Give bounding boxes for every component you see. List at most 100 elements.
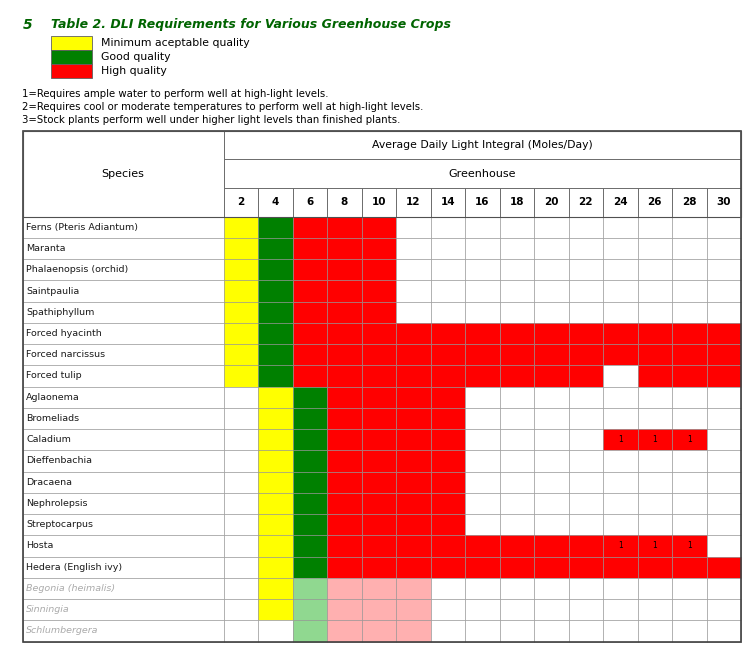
Bar xyxy=(465,620,500,642)
Bar xyxy=(362,302,396,323)
Bar xyxy=(396,620,430,642)
Bar xyxy=(672,429,706,450)
Bar xyxy=(430,578,465,599)
Text: Table 2. DLI Requirements for Various Greenhouse Crops: Table 2. DLI Requirements for Various Gr… xyxy=(51,18,451,31)
Text: High quality: High quality xyxy=(101,66,167,76)
Bar xyxy=(672,599,706,620)
Bar xyxy=(706,535,741,557)
Bar xyxy=(603,365,638,387)
Bar xyxy=(568,344,603,365)
Text: Sinningia: Sinningia xyxy=(26,605,70,614)
Bar xyxy=(396,259,430,281)
Text: 18: 18 xyxy=(509,198,524,207)
Bar xyxy=(327,365,362,387)
Bar xyxy=(258,472,292,493)
Bar xyxy=(603,429,638,450)
Bar xyxy=(396,514,430,535)
Bar xyxy=(22,302,224,323)
Bar xyxy=(672,472,706,493)
Bar xyxy=(327,387,362,408)
Bar xyxy=(500,535,534,557)
Text: 2: 2 xyxy=(237,198,244,207)
Bar xyxy=(396,450,430,472)
Bar xyxy=(22,387,224,408)
Bar xyxy=(603,302,638,323)
Bar xyxy=(258,216,292,238)
Bar xyxy=(22,216,224,238)
Bar xyxy=(465,557,500,578)
Bar xyxy=(292,188,327,216)
Bar xyxy=(638,557,672,578)
Bar xyxy=(465,344,500,365)
Bar xyxy=(362,238,396,259)
Bar xyxy=(258,514,292,535)
Bar xyxy=(22,514,224,535)
Bar xyxy=(430,493,465,514)
Bar xyxy=(465,514,500,535)
Bar xyxy=(396,472,430,493)
Bar xyxy=(396,216,430,238)
Bar xyxy=(638,599,672,620)
Bar xyxy=(224,387,258,408)
Bar xyxy=(500,620,534,642)
Bar xyxy=(568,365,603,387)
Bar xyxy=(292,493,327,514)
Bar xyxy=(327,599,362,620)
Bar xyxy=(706,216,741,238)
Bar xyxy=(638,365,672,387)
Bar xyxy=(706,344,741,365)
Bar xyxy=(362,281,396,302)
Bar xyxy=(258,408,292,429)
Bar xyxy=(362,259,396,281)
Text: 26: 26 xyxy=(647,198,662,207)
Bar xyxy=(638,281,672,302)
Bar xyxy=(327,259,362,281)
Bar xyxy=(430,557,465,578)
Text: 1: 1 xyxy=(652,542,657,550)
Bar xyxy=(672,323,706,344)
Bar xyxy=(224,323,258,344)
Bar xyxy=(465,493,500,514)
Text: Ferns (Pteris Adiantum): Ferns (Pteris Adiantum) xyxy=(26,223,138,232)
Bar xyxy=(396,281,430,302)
Bar xyxy=(465,238,500,259)
Bar xyxy=(22,578,224,599)
Bar xyxy=(603,387,638,408)
Bar xyxy=(465,535,500,557)
Text: Good quality: Good quality xyxy=(101,52,171,62)
Text: Species: Species xyxy=(102,168,145,179)
Bar xyxy=(672,365,706,387)
Bar xyxy=(603,620,638,642)
Bar xyxy=(534,599,568,620)
Text: Hosta: Hosta xyxy=(26,542,54,550)
Bar xyxy=(327,472,362,493)
Text: 1: 1 xyxy=(618,542,622,550)
Text: Saintpaulia: Saintpaulia xyxy=(26,286,80,295)
Bar xyxy=(500,408,534,429)
Bar xyxy=(224,365,258,387)
Bar xyxy=(327,344,362,365)
Bar xyxy=(430,429,465,450)
Bar xyxy=(534,365,568,387)
Bar xyxy=(534,216,568,238)
Bar xyxy=(258,429,292,450)
Bar xyxy=(500,323,534,344)
Bar xyxy=(224,472,258,493)
Bar xyxy=(500,514,534,535)
Bar xyxy=(22,281,224,302)
Text: 3=Stock plants perform well under higher light levels than finished plants.: 3=Stock plants perform well under higher… xyxy=(22,115,400,125)
Bar xyxy=(706,188,741,216)
Text: 12: 12 xyxy=(406,198,421,207)
Bar xyxy=(258,557,292,578)
Bar xyxy=(396,578,430,599)
Bar xyxy=(638,472,672,493)
Bar xyxy=(500,216,534,238)
Bar xyxy=(362,620,396,642)
Text: Hedera (English ivy): Hedera (English ivy) xyxy=(26,562,122,572)
Bar xyxy=(430,535,465,557)
Text: Average Daily Light Integral (Moles/Day): Average Daily Light Integral (Moles/Day) xyxy=(372,140,592,150)
Bar xyxy=(292,344,327,365)
Bar xyxy=(568,450,603,472)
Bar xyxy=(603,450,638,472)
Bar xyxy=(706,238,741,259)
